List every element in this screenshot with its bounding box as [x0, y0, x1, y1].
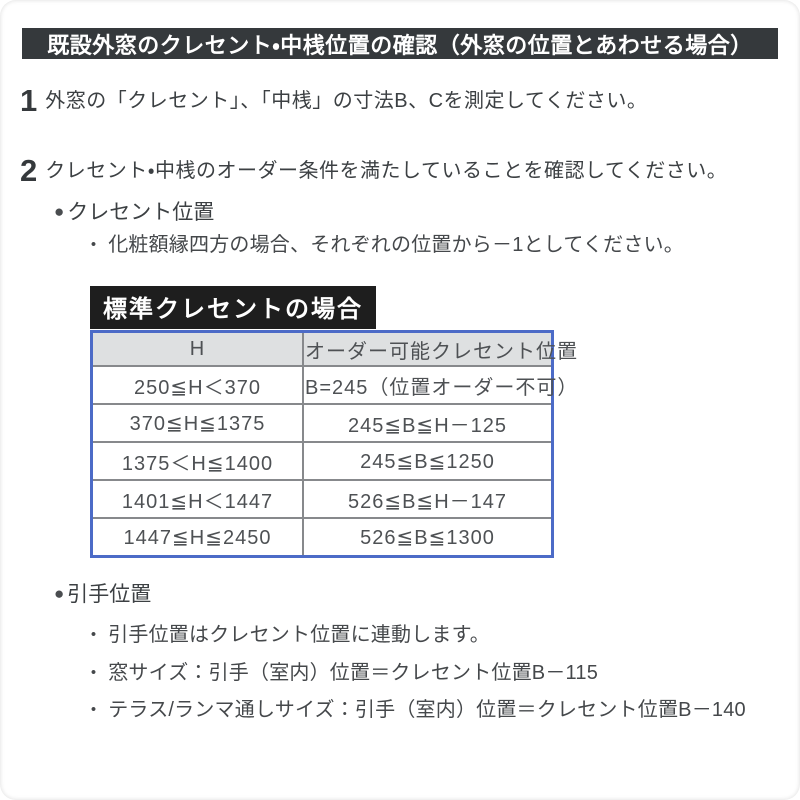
- table-header-h: H: [90, 330, 304, 367]
- handle-note: ・ 引手位置はクレセント位置に連動します。: [84, 618, 490, 647]
- crescent-position-heading-label: クレセント位置: [67, 201, 215, 224]
- step-1-text: 外窓の「クレセント」、「中桟」の寸法B、Cを測定してください。: [45, 90, 648, 112]
- table-cell-h-range: 250≦H＜370: [90, 365, 304, 405]
- standard-crescent-table-title: 標準クレセントの場合: [90, 286, 376, 329]
- table-cell-h-range: 370≦H≦1375: [90, 403, 304, 443]
- page-title: 既設外窓のクレセント・中桟位置の確認（外窓の位置とあわせる場合）: [22, 28, 778, 59]
- table-cell-order-range: 245≦B≦H－125: [302, 403, 554, 443]
- dot-bullet-icon: ・: [84, 663, 104, 684]
- table-cell-order-range: 526≦B≦H－147: [302, 479, 554, 519]
- crescent-note: ・ 化粧額縁四方の場合、それぞれの位置から－1としてください。: [84, 228, 684, 257]
- circle-bullet-icon: ●: [54, 201, 65, 221]
- handle-position-heading-label: 引手位置: [67, 583, 152, 606]
- handle-note: ・ テラス/ランマ通しサイズ：引手（室内）位置＝クレセント位置B－140: [84, 693, 746, 722]
- table-row: 370≦H≦1375 245≦B≦H－125: [90, 403, 554, 443]
- handle-position-heading: ● 引手位置: [54, 578, 151, 608]
- step-1: 1 外窓の「クレセント」、「中桟」の寸法B、Cを測定してください。: [20, 84, 647, 115]
- table-cell-order-range: 245≦B≦1250: [302, 441, 554, 481]
- step-2-number: 2: [20, 152, 38, 188]
- step-2-text: クレセント・中桟のオーダー条件を満たしていることを確認してください。: [45, 160, 728, 182]
- crescent-note-text: 化粧額縁四方の場合、それぞれの位置から－1としてください。: [108, 234, 684, 256]
- step-1-number: 1: [20, 82, 38, 118]
- handle-note: ・ 窓サイズ：引手（室内）位置＝クレセント位置B－115: [84, 656, 598, 685]
- crescent-position-heading: ● クレセント位置: [54, 196, 214, 226]
- table-header-order-position: オーダー可能クレセント位置: [302, 330, 577, 367]
- table-cell-h-range: 1375＜H≦1400: [90, 441, 304, 481]
- circle-bullet-icon: ●: [54, 583, 65, 603]
- table-row: 1401≦H＜1447 526≦B≦H－147: [90, 479, 554, 519]
- handle-note-text: 引手位置はクレセント位置に連動します。: [108, 624, 491, 646]
- dot-bullet-icon: ・: [84, 625, 104, 646]
- table-header-row: H オーダー可能クレセント位置: [90, 330, 577, 367]
- table-cell-h-range: 1401≦H＜1447: [90, 479, 304, 519]
- table-cell-order-range: 526≦B≦1300: [302, 517, 554, 558]
- step-2: 2 クレセント・中桟のオーダー条件を満たしていることを確認してください。: [20, 154, 727, 185]
- table-cell-h-range: 1447≦H≦2450: [90, 517, 304, 558]
- handle-note-text: 窓サイズ：引手（室内）位置＝クレセント位置B－115: [108, 662, 599, 684]
- dot-bullet-icon: ・: [84, 235, 104, 256]
- dot-bullet-icon: ・: [84, 700, 104, 721]
- crescent-position-table: H オーダー可能クレセント位置 250≦H＜370 B=245（位置オーダー不可…: [90, 330, 577, 558]
- handle-note-text: テラス/ランマ通しサイズ：引手（室内）位置＝クレセント位置B－140: [108, 699, 746, 721]
- table-row: 250≦H＜370 B=245（位置オーダー不可）: [90, 365, 577, 405]
- table-cell-order-range: B=245（位置オーダー不可）: [302, 365, 577, 405]
- table-row: 1447≦H≦2450 526≦B≦1300: [90, 517, 554, 558]
- table-row: 1375＜H≦1400 245≦B≦1250: [90, 441, 554, 481]
